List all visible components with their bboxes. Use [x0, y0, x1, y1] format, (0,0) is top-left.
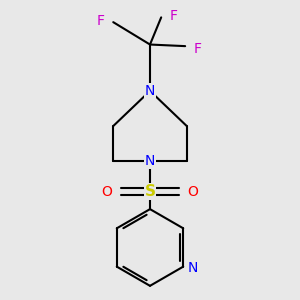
Text: F: F — [97, 14, 104, 28]
Text: O: O — [188, 184, 199, 199]
Text: F: F — [170, 9, 178, 23]
Text: N: N — [145, 84, 155, 98]
Text: N: N — [188, 261, 198, 275]
Text: S: S — [145, 184, 155, 199]
Text: N: N — [145, 154, 155, 168]
Text: F: F — [194, 42, 202, 56]
Text: O: O — [101, 184, 112, 199]
